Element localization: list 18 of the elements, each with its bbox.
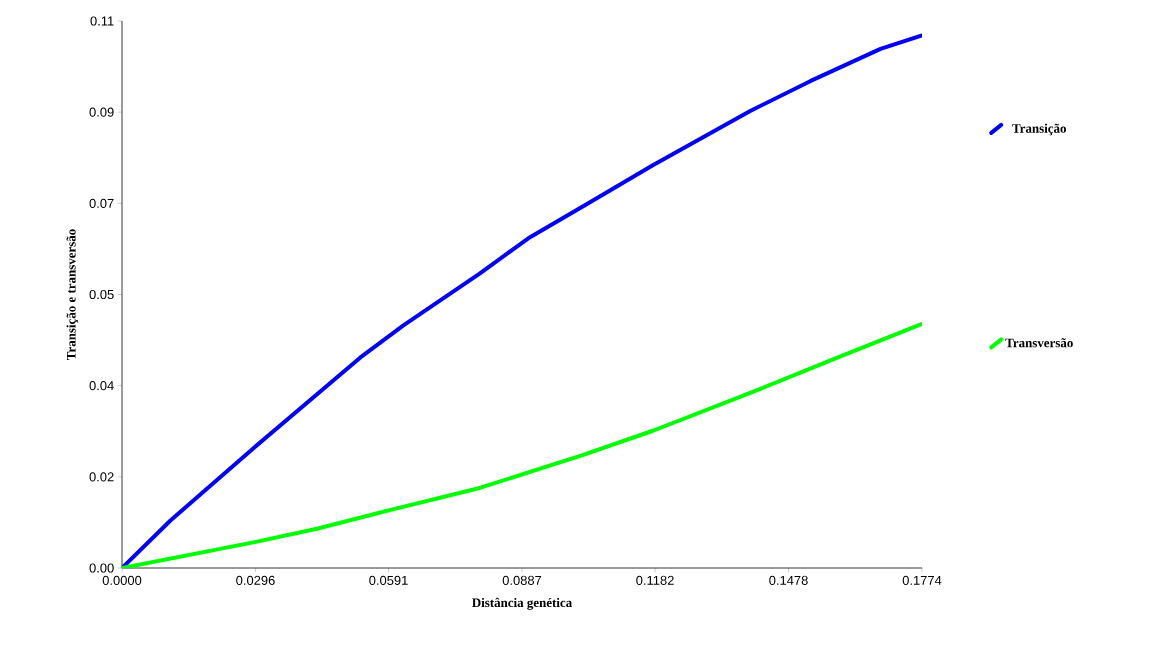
x-tick-label: 0.1774 <box>902 575 942 585</box>
y-axis-title: Transição e transversão <box>66 229 79 361</box>
y-tick-label: 0.11 <box>90 16 114 26</box>
y-tick-label: 0.02 <box>89 472 114 482</box>
x-tick-label: 0.0000 <box>102 575 142 585</box>
y-tick-label: 0.07 <box>89 198 114 208</box>
x-tick-label: 0.0887 <box>502 575 542 585</box>
x-tick-label: 0.0591 <box>369 575 408 585</box>
x-tick-label: 0.0296 <box>236 575 275 585</box>
x-axis-title: Distância genética <box>472 597 572 610</box>
y-tick-label: 0.00 <box>89 563 114 573</box>
legend-label: Transição <box>1012 123 1066 136</box>
y-tick-label: 0.09 <box>89 107 114 117</box>
x-tick-label: 0.1182 <box>636 575 674 585</box>
y-tick-label: 0.04 <box>89 381 114 391</box>
legend-label: Transversão <box>1005 338 1073 348</box>
x-tick-label: 0.1478 <box>769 575 808 585</box>
y-tick-label: 0.05 <box>89 289 114 300</box>
